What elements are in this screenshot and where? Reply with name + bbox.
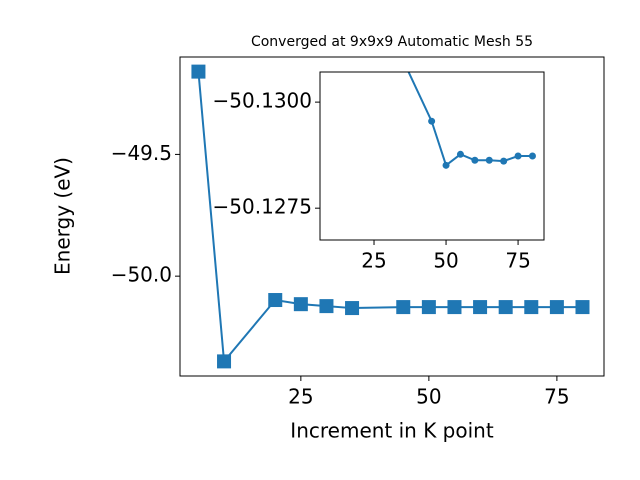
data-point: [421, 300, 436, 315]
data-point: [471, 156, 479, 164]
data-point: [485, 156, 493, 164]
axes-frame: [179, 56, 605, 377]
x-tick-label: 50: [433, 249, 458, 273]
data-point: [473, 300, 488, 315]
data-point: [396, 300, 411, 315]
data-point: [575, 300, 590, 315]
data-point: [442, 161, 450, 169]
x-tick-label: 75: [544, 385, 569, 409]
data-point: [498, 300, 513, 315]
plot-content: [191, 64, 590, 369]
data-point: [345, 301, 360, 316]
plot-content: [407, 72, 536, 169]
x-tick-label: 25: [288, 385, 313, 409]
data-point: [319, 299, 334, 314]
y-tick-label: −50.1300: [213, 89, 312, 113]
data-point: [500, 157, 508, 165]
plot-area: [320, 72, 544, 240]
x-tick-label: 75: [505, 249, 530, 273]
data-point: [524, 300, 539, 315]
chart-title: Converged at 9x9x9 Automatic Mesh 55: [251, 34, 533, 50]
data-point: [428, 117, 436, 125]
x-tick-label: 25: [361, 249, 386, 273]
y-tick-label: −49.5: [111, 141, 172, 165]
x-axis-label: Increment in K point: [290, 419, 494, 443]
data-point: [217, 354, 232, 369]
data-point: [456, 150, 464, 158]
data-point: [528, 152, 536, 160]
data-point: [191, 64, 206, 79]
x-tick-label: 50: [416, 385, 441, 409]
data-point: [447, 300, 462, 315]
data-point: [268, 293, 283, 308]
data-point: [549, 300, 564, 315]
data-point: [514, 152, 522, 160]
y-tick-label: −50.1275: [213, 195, 312, 219]
axes-frame: [319, 71, 545, 241]
y-tick-label: −50.0: [111, 263, 172, 287]
y-axis-label: Energy (eV): [51, 157, 75, 275]
data-point: [293, 297, 308, 312]
